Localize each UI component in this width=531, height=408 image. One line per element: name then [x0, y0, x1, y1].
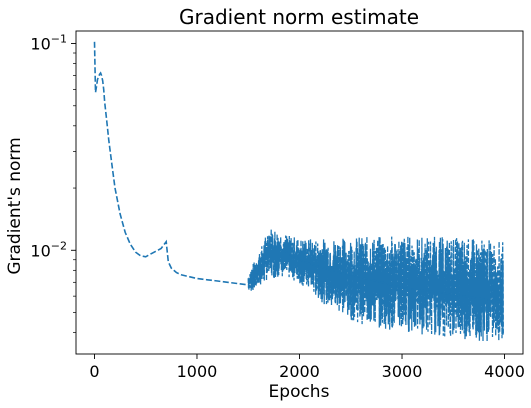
- data-point: [168, 261, 169, 262]
- data-point: [135, 252, 136, 253]
- y-tick-label: 10−2: [30, 239, 67, 260]
- data-point: [432, 291, 433, 292]
- data-point: [161, 248, 162, 249]
- data-point: [145, 256, 146, 257]
- data-point: [330, 270, 331, 271]
- data-point: [103, 89, 104, 90]
- data-point: [237, 283, 238, 284]
- series-group: [93, 41, 504, 342]
- data-point: [381, 282, 382, 283]
- data-point: [100, 72, 101, 73]
- data-point: [171, 268, 172, 269]
- data-point: [360, 277, 361, 278]
- data-point: [401, 287, 402, 288]
- data-point: [140, 255, 141, 256]
- data-point: [155, 251, 156, 252]
- data-point: [350, 274, 351, 275]
- x-axis-ticks: 0 1000 2000 3000 4000: [89, 354, 525, 381]
- chart-title: Gradient norm estimate: [179, 5, 419, 29]
- data-point: [422, 290, 423, 291]
- x-tick-label: 0: [89, 362, 99, 381]
- data-point: [176, 272, 177, 273]
- x-axis-label: Epochs: [269, 382, 330, 402]
- data-point: [299, 259, 300, 260]
- data-point: [473, 297, 474, 298]
- y-axis-ticks: 10−1 10−2: [30, 33, 76, 333]
- data-point: [166, 241, 167, 242]
- data-point: [102, 80, 103, 81]
- data-point: [125, 232, 126, 233]
- data-point: [114, 187, 115, 188]
- x-tick-label: 1000: [177, 362, 218, 381]
- data-point: [130, 244, 131, 245]
- data-point: [94, 41, 95, 42]
- data-point: [97, 79, 98, 80]
- data-point: [263, 261, 264, 262]
- data-point: [196, 278, 197, 279]
- data-point: [463, 296, 464, 297]
- data-point: [96, 86, 97, 87]
- data-point: [101, 75, 102, 76]
- data-point: [98, 76, 99, 77]
- data-point: [95, 92, 96, 93]
- x-tick-label: 4000: [484, 362, 525, 381]
- data-point: [258, 272, 259, 273]
- data-point: [278, 246, 279, 247]
- data-point: [442, 293, 443, 294]
- data-point: [483, 299, 484, 300]
- data-point: [248, 284, 249, 285]
- data-point: [217, 280, 218, 281]
- data-point: [111, 164, 112, 165]
- data-point: [108, 140, 109, 141]
- data-point: [453, 294, 454, 295]
- data-point: [207, 279, 208, 280]
- x-tick-label: 2000: [279, 362, 320, 381]
- series-0-line: [93, 41, 504, 304]
- data-point: [391, 284, 392, 285]
- data-point: [340, 272, 341, 273]
- data-point: [412, 288, 413, 289]
- data-point: [227, 282, 228, 283]
- x-tick-label: 3000: [382, 362, 423, 381]
- data-point: [120, 213, 121, 214]
- data-point: [494, 300, 495, 301]
- data-point: [186, 276, 187, 277]
- data-point: [150, 253, 151, 254]
- data-point: [268, 245, 269, 246]
- data-point: [181, 274, 182, 275]
- data-point: [106, 121, 107, 122]
- data-point: [503, 302, 504, 303]
- data-point: [289, 253, 290, 254]
- series-0-band: [247, 228, 504, 342]
- data-point: [371, 279, 372, 280]
- y-axis-label: Gradient's norm: [5, 137, 25, 274]
- data-point: [104, 102, 105, 103]
- y-tick-label: 10−1: [30, 33, 67, 54]
- data-point: [319, 266, 320, 267]
- data-point: [309, 263, 310, 264]
- plot-area: [75, 30, 524, 355]
- data-point: [99, 74, 100, 75]
